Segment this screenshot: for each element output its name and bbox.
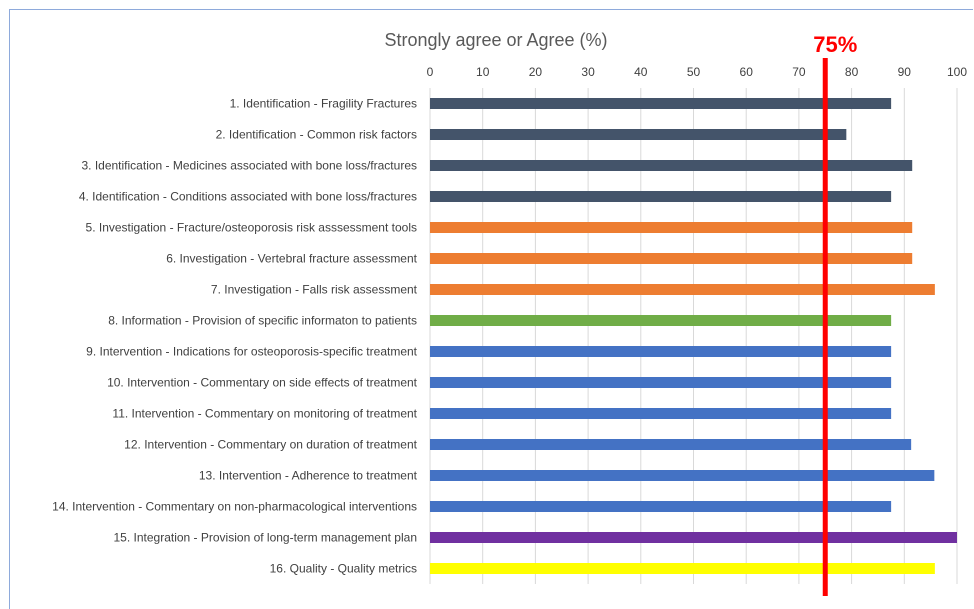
category-label: 3. Identification - Medicines associated… bbox=[81, 159, 417, 173]
x-tick-label: 0 bbox=[427, 65, 434, 79]
x-tick-label: 70 bbox=[792, 65, 806, 79]
category-label: 11. Intervention - Commentary on monitor… bbox=[112, 407, 417, 421]
x-tick-label: 60 bbox=[740, 65, 754, 79]
x-tick-label: 90 bbox=[898, 65, 912, 79]
bar bbox=[430, 501, 892, 512]
bar bbox=[430, 439, 912, 450]
chart-title: Strongly agree or Agree (%) bbox=[384, 30, 607, 50]
bar bbox=[430, 346, 892, 357]
chart: Strongly agree or Agree (%) 0 10 20 30 40 50 6… bbox=[52, 30, 967, 596]
bar bbox=[430, 160, 913, 171]
x-tick-label: 40 bbox=[634, 65, 648, 79]
category-label: 9. Intervention - Indications for osteop… bbox=[86, 345, 417, 359]
category-label: 12. Intervention - Commentary on duratio… bbox=[124, 438, 417, 452]
bar bbox=[430, 408, 892, 419]
category-label: 10. Intervention - Commentary on side ef… bbox=[107, 376, 418, 390]
category-label: 8. Information - Provision of specific i… bbox=[108, 314, 417, 328]
bar bbox=[430, 98, 892, 109]
x-tick-label: 80 bbox=[845, 65, 859, 79]
bar bbox=[430, 191, 892, 202]
category-label: 14. Intervention - Commentary on non-pha… bbox=[52, 500, 417, 514]
x-tick-label: 30 bbox=[581, 65, 595, 79]
category-label: 6. Investigation - Vertebral fracture as… bbox=[166, 252, 417, 266]
category-label: 5. Investigation - Fracture/osteoporosis… bbox=[86, 221, 417, 235]
category-label: 15. Integration - Provision of long-term… bbox=[114, 531, 418, 545]
bar bbox=[430, 532, 957, 543]
category-label: 16. Quality - Quality metrics bbox=[270, 562, 417, 576]
bar bbox=[430, 222, 913, 233]
category-label: 4. Identification - Conditions associate… bbox=[79, 190, 417, 204]
bar bbox=[430, 129, 847, 140]
chart-frame bbox=[9, 9, 973, 609]
bar bbox=[430, 470, 935, 481]
category-label: 1. Identification - Fragility Fractures bbox=[230, 97, 417, 111]
x-tick-label: 100 bbox=[947, 65, 967, 79]
bar bbox=[430, 315, 892, 326]
category-label: 13. Intervention - Adherence to treatmen… bbox=[199, 469, 418, 483]
x-tick-label: 10 bbox=[476, 65, 490, 79]
x-tick-label: 50 bbox=[687, 65, 701, 79]
bar bbox=[430, 377, 892, 388]
x-tick-label: 20 bbox=[529, 65, 543, 79]
bar bbox=[430, 253, 913, 264]
bar bbox=[430, 563, 935, 574]
category-label: 2. Identification - Common risk factors bbox=[216, 128, 417, 142]
bar bbox=[430, 284, 935, 295]
category-label: 7. Investigation - Falls risk assessment bbox=[211, 283, 418, 297]
reference-line-label: 75% bbox=[813, 32, 857, 57]
